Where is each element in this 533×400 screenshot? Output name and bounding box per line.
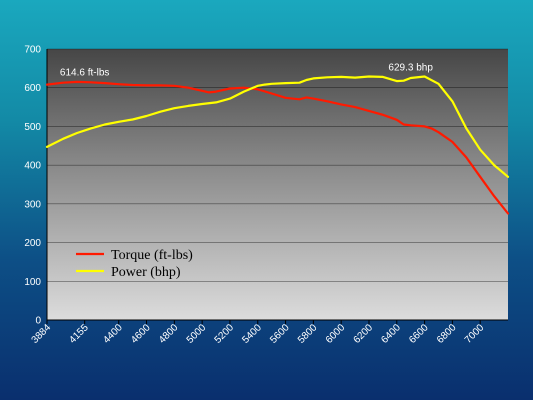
power-peak-label: 629.3 bhp — [388, 62, 433, 73]
series-lines — [45, 75, 510, 215]
power-line — [45, 75, 510, 178]
x-tick-labels: 3884 4155 4400 4600 4800 5000 5200 5400 5600 5800… — [30, 322, 487, 346]
y-tick-label: 200 — [24, 238, 41, 249]
legend-label: Power (bhp) — [111, 265, 181, 280]
y-tick-label: 500 — [24, 122, 41, 133]
x-tick-label: 5200 — [213, 322, 237, 346]
y-tick-label: 700 — [24, 45, 41, 56]
x-tick-label: 4800 — [157, 322, 181, 346]
y-tick-label: 100 — [24, 277, 41, 288]
y-tick-label: 0 — [35, 316, 41, 327]
y-tick-label: 300 — [24, 199, 41, 210]
x-tick-label: 4155 — [67, 322, 91, 346]
x-tick-label: 6800 — [435, 322, 459, 346]
x-tick-label: 5600 — [268, 322, 292, 346]
x-tick-label: 5000 — [185, 322, 209, 346]
legend-label: Torque (ft-lbs) — [111, 248, 193, 263]
legend: Torque (ft-lbs) Power (bhp) — [76, 248, 193, 280]
y-tick-labels: 0 100 200 300 400 500 600 700 — [24, 45, 41, 327]
gridlines — [47, 48, 508, 282]
annotations: 614.6 ft-lbs 629.3 bhp — [60, 62, 433, 78]
x-tick-label: 6600 — [407, 322, 431, 346]
x-tick-label: 5800 — [296, 322, 320, 346]
x-tick-label: 3884 — [30, 322, 54, 346]
x-tick-label: 6400 — [379, 322, 403, 346]
x-tick-label: 6000 — [324, 322, 348, 346]
torque-peak-label: 614.6 ft-lbs — [60, 67, 109, 78]
x-tick-label: 6200 — [352, 322, 376, 346]
x-tick-label: 4400 — [101, 322, 125, 346]
y-tick-label: 400 — [24, 161, 41, 172]
torque-line — [45, 80, 510, 215]
x-tick-label: 7000 — [463, 322, 487, 346]
y-tick-label: 600 — [24, 83, 41, 94]
axes — [46, 49, 508, 324]
x-tick-label: 5400 — [240, 322, 264, 346]
x-tick-label: 4600 — [129, 322, 153, 346]
